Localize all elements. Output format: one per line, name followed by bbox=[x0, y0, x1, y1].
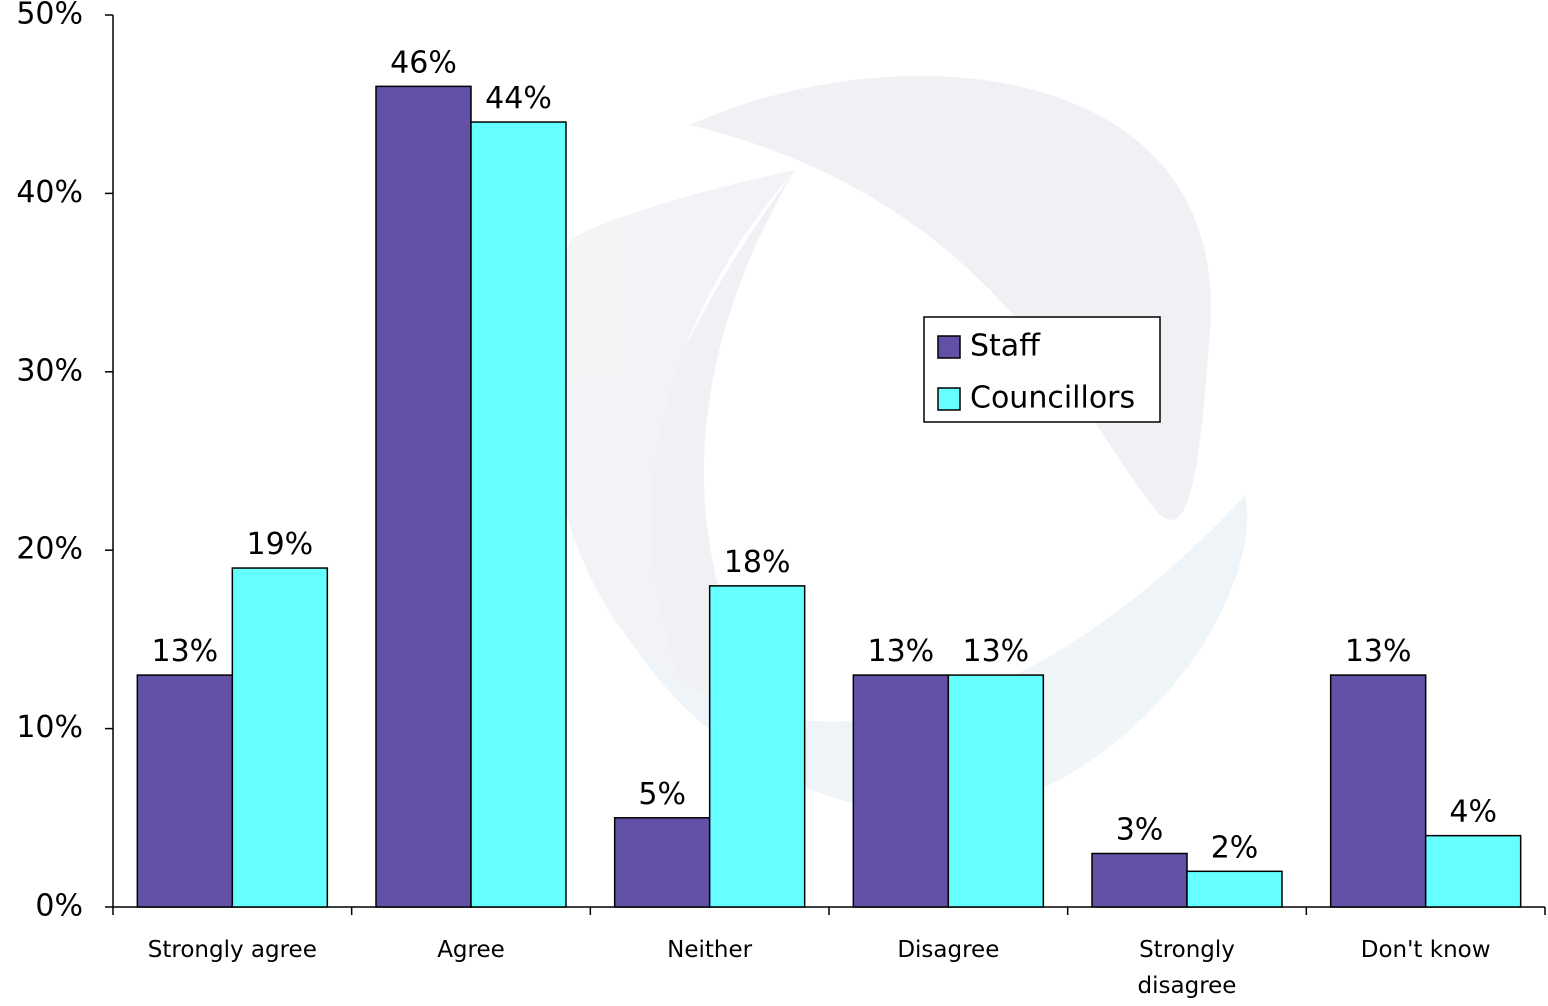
value-label: 13% bbox=[1345, 634, 1412, 669]
legend-label: Staff bbox=[970, 329, 1041, 364]
bar bbox=[948, 675, 1043, 907]
value-label: 18% bbox=[724, 545, 791, 580]
bar bbox=[137, 675, 232, 907]
bar bbox=[710, 586, 805, 907]
x-tick-label: Strongly disagree bbox=[1087, 932, 1287, 1004]
value-label: 5% bbox=[638, 777, 686, 812]
value-label: 4% bbox=[1449, 795, 1497, 830]
x-tick-label: Don't know bbox=[1326, 932, 1526, 968]
value-label: 46% bbox=[390, 45, 457, 80]
y-tick-label: 0% bbox=[35, 889, 83, 924]
value-label: 13% bbox=[962, 634, 1029, 669]
bar bbox=[1331, 675, 1426, 907]
value-label: 13% bbox=[867, 634, 934, 669]
legend: Staff Councillors bbox=[924, 317, 1160, 422]
y-tick-label: 20% bbox=[16, 532, 83, 567]
chart-container: 0% 10% 20% 30% 40% 50% 13% 19% 46% 44% 5% 18% 13% 13%… bbox=[0, 0, 1548, 1006]
bar bbox=[615, 818, 710, 907]
value-label: 13% bbox=[151, 634, 218, 669]
value-label: 44% bbox=[485, 81, 552, 116]
bar bbox=[1426, 836, 1521, 907]
legend-swatch bbox=[938, 336, 960, 358]
bar bbox=[376, 86, 471, 907]
x-tick-label: Neither bbox=[610, 932, 810, 968]
value-label: 19% bbox=[246, 527, 313, 562]
bar bbox=[471, 122, 566, 907]
chart: 0% 10% 20% 30% 40% 50% 13% 19% 46% 44% 5% 18% 13% 13%… bbox=[0, 0, 1548, 1006]
x-tick-label: Agree bbox=[371, 932, 571, 968]
bar bbox=[853, 675, 948, 907]
legend-label: Councillors bbox=[970, 381, 1135, 416]
x-tick-label: Strongly agree bbox=[132, 932, 332, 968]
value-label: 2% bbox=[1211, 830, 1259, 865]
y-tick-label: 40% bbox=[16, 175, 83, 210]
legend-swatch bbox=[938, 388, 960, 410]
bar bbox=[1187, 871, 1282, 907]
value-label: 3% bbox=[1116, 812, 1164, 847]
y-tick-label: 50% bbox=[16, 0, 83, 32]
bar bbox=[232, 568, 327, 907]
bar bbox=[1092, 853, 1187, 907]
x-tick-label: Disagree bbox=[848, 932, 1048, 968]
y-tick-label: 30% bbox=[16, 353, 83, 388]
y-tick-label: 10% bbox=[16, 710, 83, 745]
